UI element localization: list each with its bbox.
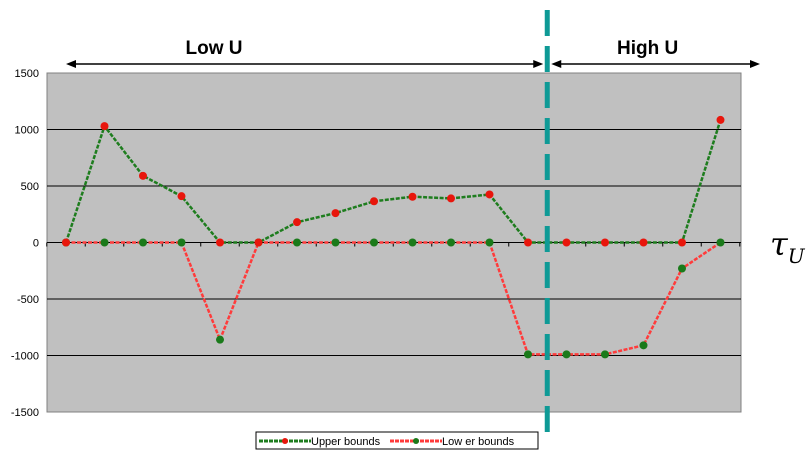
lower-bound-point [293, 238, 301, 247]
upper-bound-point [139, 171, 147, 180]
upper-bound-point [254, 238, 263, 247]
lower-bound-point [177, 238, 186, 247]
region-label: High U [617, 38, 678, 59]
lower-bound-point [485, 238, 494, 247]
y-tick-label: -500 [17, 294, 39, 306]
legend-lower-label: Low er bounds [442, 436, 515, 448]
lower-bound-point [716, 238, 725, 247]
upper-bound-point [216, 238, 224, 247]
upper-bound-point [408, 192, 417, 201]
legend-upper-label: Upper bounds [311, 436, 381, 448]
region-arrow-head-right [533, 60, 544, 68]
lower-bound-point [562, 350, 571, 359]
region-arrow-head-right [750, 60, 760, 68]
upper-bound-point [524, 238, 532, 247]
lower-bound-point [447, 238, 455, 247]
upper-bound-point [370, 197, 378, 206]
upper-bound-point [485, 190, 494, 199]
lower-bound-point [601, 350, 609, 359]
lower-bound-point [216, 335, 224, 344]
lower-bound-point [524, 350, 532, 359]
region-annotations: Low U High U [66, 38, 760, 68]
upper-bound-point [177, 192, 186, 201]
legend-lower-marker [413, 438, 419, 444]
lower-bound-point [408, 238, 417, 247]
y-tick-label: 1000 [15, 125, 39, 137]
upper-bound-point [639, 238, 648, 247]
upper-bound-point [62, 238, 70, 247]
y-tick-label: 1500 [15, 68, 39, 80]
region-label: Low U [186, 38, 243, 59]
axis-symbol-base: τ [770, 225, 789, 263]
upper-bound-point [716, 115, 725, 124]
series-markers [62, 115, 725, 359]
lower-bound-point [331, 238, 340, 247]
upper-bound-point [447, 194, 455, 203]
lower-bound-point [100, 238, 109, 247]
upper-bound-point [678, 238, 686, 247]
series-line-lower-bounds [66, 241, 722, 356]
y-tick-labels: -1500 -1000 -500 0 500 1000 1500 [11, 68, 39, 419]
y-tick-label: 500 [21, 181, 39, 193]
series-lines [64, 119, 722, 356]
lower-bound-point [370, 238, 378, 247]
upper-bound-point [601, 238, 609, 247]
lower-bound-point [639, 341, 648, 350]
legend: Upper bounds Low er bounds [255, 431, 539, 450]
y-tick-label: -1000 [11, 351, 39, 363]
y-tick-label: 0 [33, 238, 39, 250]
region-arrow-head-left [66, 60, 76, 68]
region-arrow-head-left [551, 60, 562, 68]
upper-bound-point [100, 122, 109, 131]
lower-bound-point [678, 264, 686, 273]
lower-bound-point [139, 238, 147, 247]
y-tick-label: -1500 [11, 407, 39, 419]
upper-bound-point [331, 209, 340, 218]
legend-upper-marker [282, 438, 288, 444]
upper-bound-point [562, 238, 571, 247]
upper-bound-point [293, 218, 301, 227]
series-line-upper-bounds [64, 119, 722, 244]
axis-symbol-subscript: U [788, 244, 806, 268]
x-axis-symbol: τU [770, 225, 806, 268]
